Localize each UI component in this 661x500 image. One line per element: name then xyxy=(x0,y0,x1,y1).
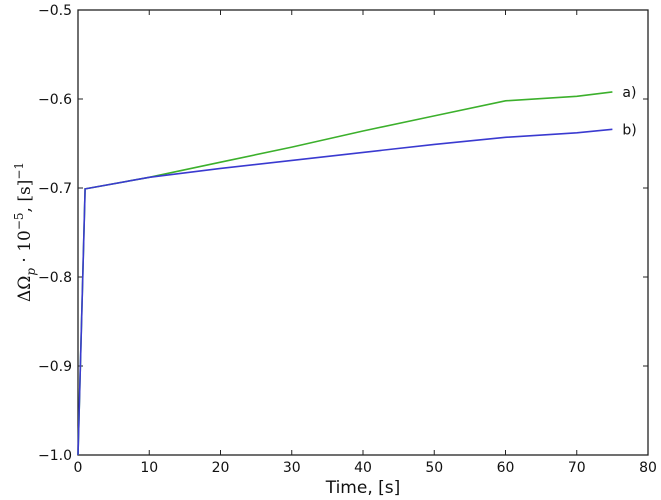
series-labels: a) b) xyxy=(622,85,636,138)
x-tick-label: 10 xyxy=(140,460,158,476)
series-line-b xyxy=(77,128,613,456)
series-line-a xyxy=(77,91,613,456)
y-axis-ticks: −1.0 −0.9 −0.8 −0.7 −0.6 −0.5 xyxy=(38,3,648,464)
y-axis-label: ΔΩp · 10−5, [s]−1 xyxy=(12,162,38,302)
y-tick-label: −0.5 xyxy=(38,3,72,19)
x-tick-label: 40 xyxy=(354,460,372,476)
y-tick-label: −0.7 xyxy=(38,181,72,197)
x-tick-label: 50 xyxy=(425,460,443,476)
series-label-b: b) xyxy=(622,122,636,138)
y-tick-label: −0.8 xyxy=(38,270,72,286)
series-label-a: a) xyxy=(622,85,636,101)
x-tick-label: 30 xyxy=(283,460,301,476)
plot-frame xyxy=(77,9,649,456)
x-tick-label: 80 xyxy=(639,460,657,476)
y-tick-label: −0.9 xyxy=(38,359,72,375)
x-tick-label: 60 xyxy=(497,460,515,476)
series-lines xyxy=(77,91,613,456)
x-axis-label: Time, [s] xyxy=(325,478,401,498)
y-tick-label: −0.6 xyxy=(38,92,72,108)
y-tick-label: −1.0 xyxy=(38,448,72,464)
x-tick-label: 70 xyxy=(568,460,586,476)
x-axis-ticks: 0 10 20 30 40 50 60 70 80 xyxy=(74,10,657,476)
x-tick-label: 0 xyxy=(74,460,83,476)
svg-text:ΔΩp · 10−5, [s]−1: ΔΩp · 10−5, [s]−1 xyxy=(12,162,38,302)
plot-area-border xyxy=(77,9,649,456)
x-tick-label: 20 xyxy=(212,460,230,476)
